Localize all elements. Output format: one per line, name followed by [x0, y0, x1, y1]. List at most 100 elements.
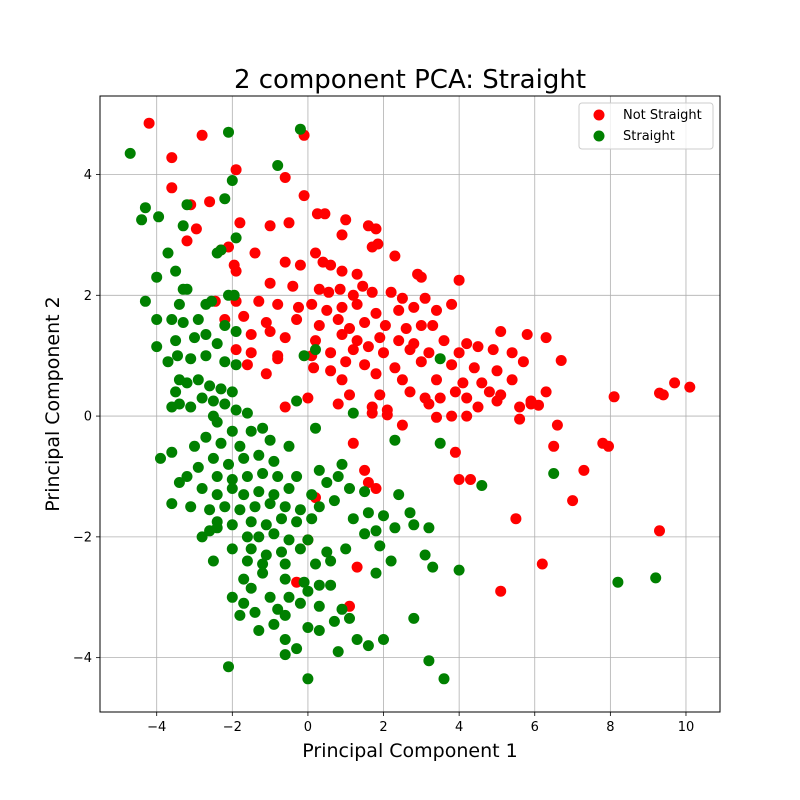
data-point [264, 220, 276, 232]
data-point [567, 495, 579, 507]
data-point [332, 314, 344, 325]
data-point [230, 404, 242, 416]
data-point [533, 399, 544, 411]
data-point [124, 147, 136, 159]
data-point [245, 543, 257, 555]
data-point [434, 353, 446, 365]
data-point [207, 395, 219, 407]
data-point [173, 298, 185, 310]
data-point [211, 338, 223, 350]
data-point [272, 471, 284, 482]
y-tick-label: 4 [84, 168, 92, 183]
data-point [306, 513, 318, 525]
data-point [283, 440, 295, 452]
data-point [215, 383, 227, 395]
data-point [313, 600, 325, 612]
data-point [362, 640, 374, 652]
data-point [234, 609, 246, 621]
data-point [400, 323, 412, 334]
data-point [253, 295, 265, 307]
data-point [151, 314, 163, 325]
x-tick-label: 8 [606, 720, 614, 735]
data-point [461, 410, 473, 422]
data-point [431, 304, 442, 316]
data-point [253, 486, 265, 498]
data-point [226, 425, 238, 437]
data-point [223, 458, 234, 470]
data-point [211, 247, 223, 259]
data-point [521, 329, 533, 340]
data-point [325, 579, 337, 591]
data-point [396, 374, 408, 386]
data-point [423, 347, 435, 359]
data-point [223, 289, 234, 301]
data-point [540, 386, 552, 398]
y-axis-label: Principal Component 2 [42, 296, 64, 511]
data-point [234, 217, 246, 229]
data-point [328, 615, 340, 627]
data-point [389, 522, 401, 534]
data-point [241, 471, 253, 482]
data-point [431, 374, 442, 386]
data-point [190, 223, 202, 235]
data-point [192, 461, 204, 473]
data-point [359, 317, 371, 328]
data-point [291, 314, 303, 325]
data-point [347, 437, 359, 449]
data-point [408, 612, 420, 624]
data-point [204, 504, 216, 516]
data-point [340, 356, 352, 368]
data-point [264, 498, 276, 510]
data-point [268, 618, 280, 630]
data-point [166, 314, 178, 325]
data-point [404, 386, 416, 398]
data-point [310, 335, 321, 347]
data-point [268, 455, 280, 467]
data-point [555, 355, 567, 366]
data-point [207, 410, 219, 422]
data-point [336, 301, 348, 313]
data-point [260, 368, 272, 380]
data-point [298, 350, 310, 362]
data-point [166, 498, 178, 510]
data-point [548, 440, 560, 452]
data-point [219, 356, 231, 368]
data-point [612, 576, 624, 588]
data-point [230, 344, 242, 356]
data-point [323, 286, 335, 298]
data-point [196, 129, 208, 141]
data-point [276, 513, 287, 525]
data-point [279, 558, 291, 570]
data-point [283, 534, 295, 546]
data-point [207, 555, 219, 567]
data-point [389, 434, 401, 446]
data-point [325, 347, 337, 359]
data-point [393, 489, 405, 501]
data-point [434, 437, 446, 449]
data-point [468, 362, 480, 374]
data-point [279, 401, 291, 413]
data-point [453, 564, 465, 576]
data-point [276, 546, 287, 558]
data-point [279, 172, 291, 183]
data-point [155, 452, 166, 464]
data-point [517, 356, 529, 368]
data-point [332, 646, 344, 658]
y-tick-label: −2 [73, 530, 92, 545]
data-point [153, 211, 165, 223]
data-point [143, 117, 155, 129]
data-point [306, 489, 318, 501]
data-point [491, 365, 503, 377]
data-point [370, 368, 382, 380]
data-point [283, 483, 295, 494]
data-point [578, 464, 590, 476]
data-point [453, 474, 465, 485]
data-point [472, 341, 484, 353]
data-point [302, 534, 314, 546]
data-point [170, 386, 182, 398]
data-point [162, 247, 174, 259]
data-point [321, 546, 333, 558]
data-point [230, 326, 242, 337]
data-point [192, 374, 204, 386]
data-point [423, 655, 435, 667]
